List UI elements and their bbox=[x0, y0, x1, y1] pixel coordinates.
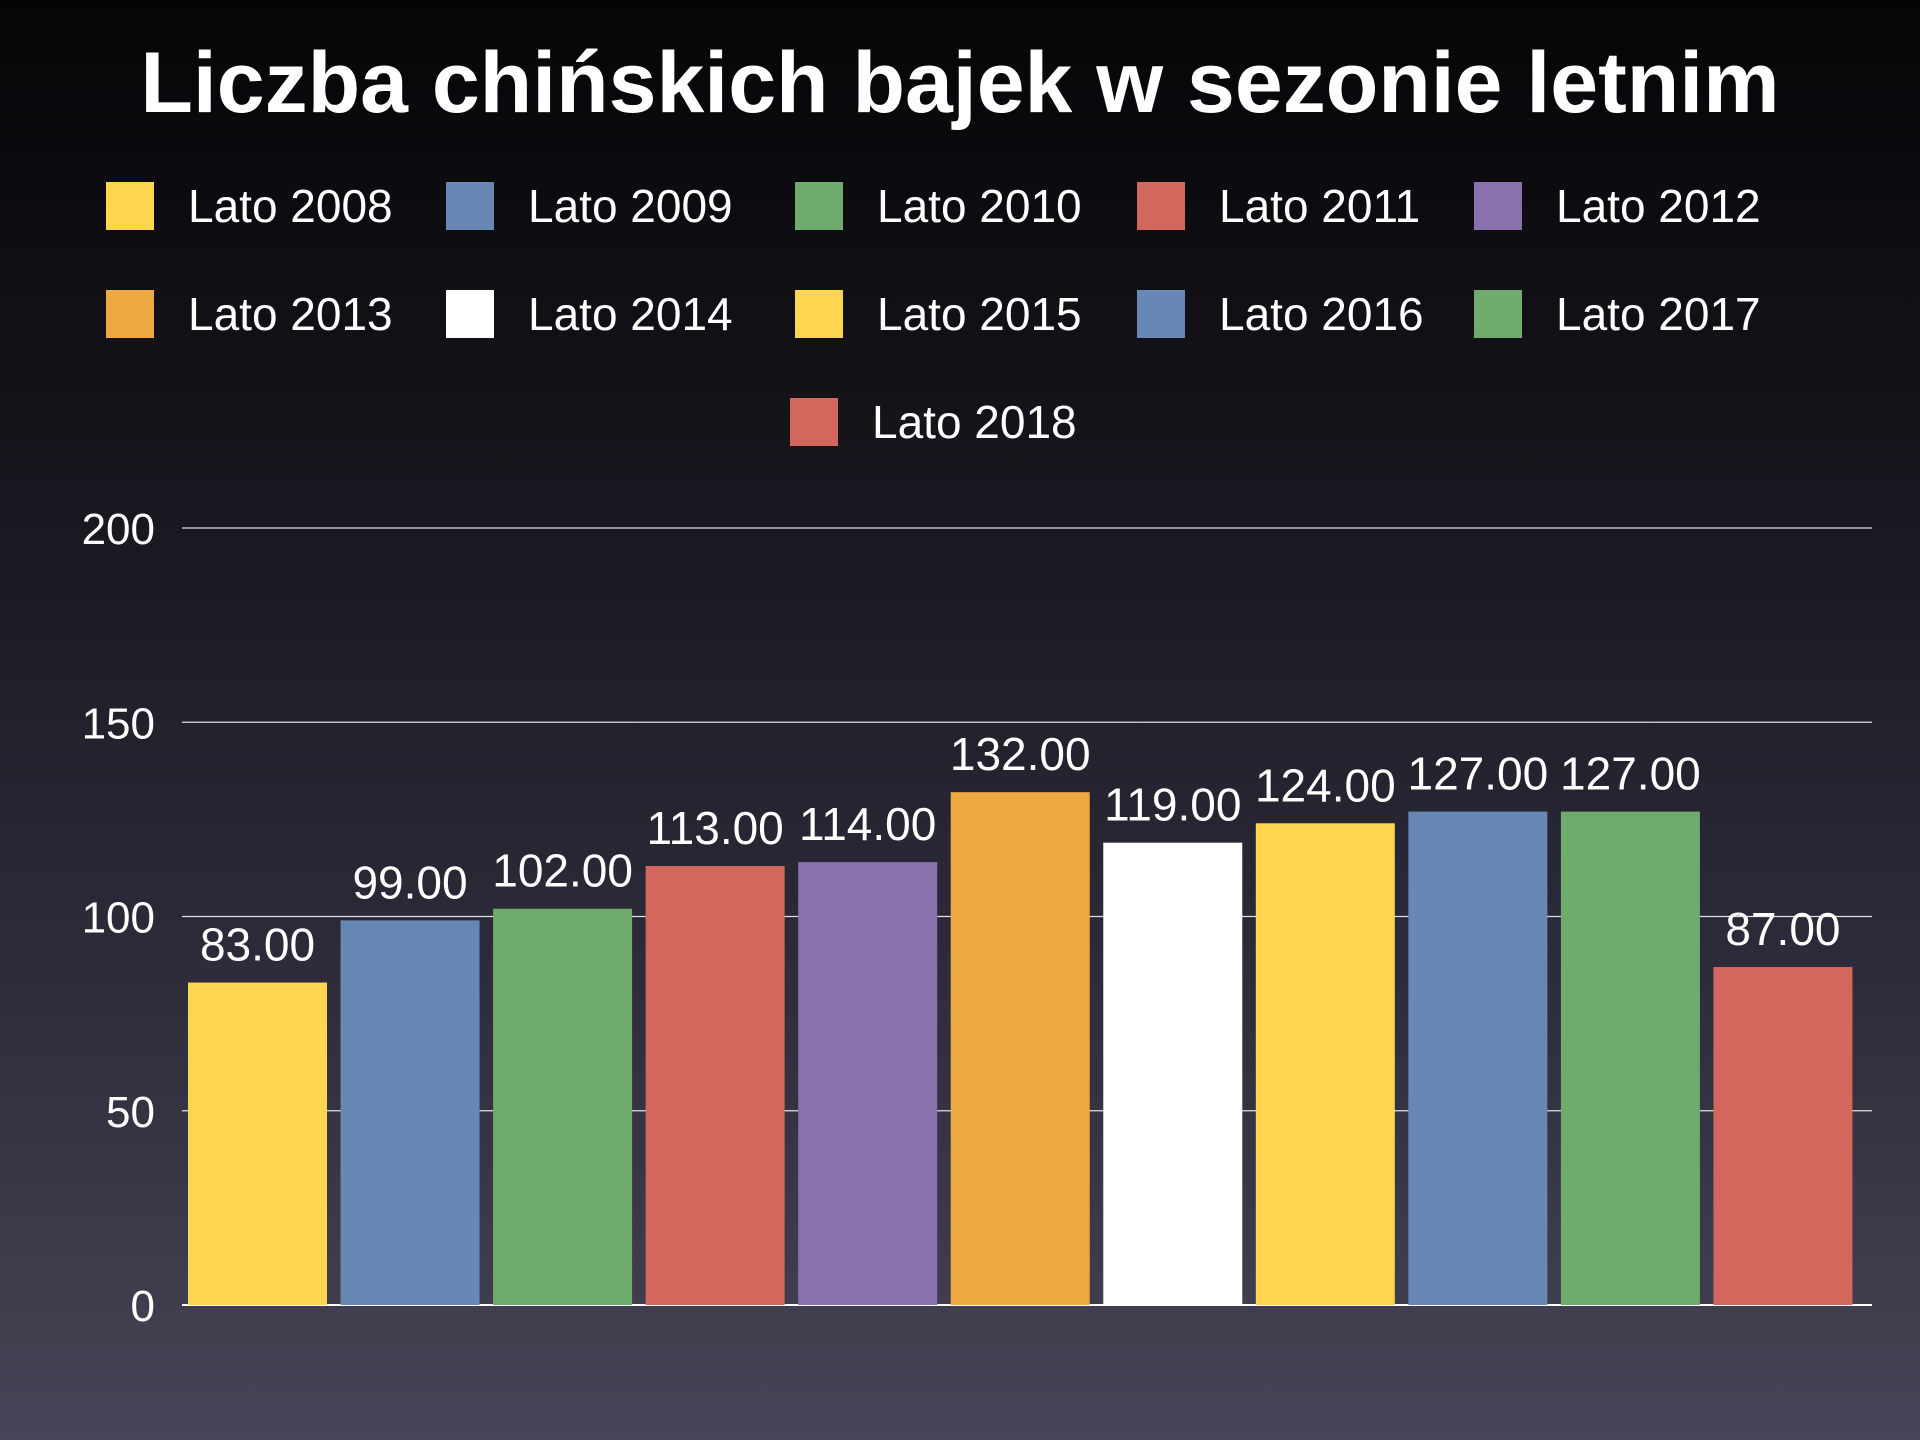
bar bbox=[645, 865, 785, 1305]
data-label: 124.00 bbox=[1255, 759, 1396, 811]
legend-swatch bbox=[106, 182, 154, 230]
legend-swatch bbox=[795, 182, 843, 230]
legend-label: Lato 2008 bbox=[188, 180, 393, 232]
bar bbox=[1560, 811, 1700, 1305]
y-tick-label: 200 bbox=[82, 505, 155, 554]
legend-swatch bbox=[795, 290, 843, 338]
legend-swatch bbox=[790, 398, 838, 446]
bar bbox=[1103, 842, 1243, 1305]
bar bbox=[340, 920, 480, 1305]
bar bbox=[1408, 811, 1548, 1305]
data-label: 119.00 bbox=[1104, 779, 1241, 831]
data-label: 113.00 bbox=[646, 802, 783, 854]
y-tick-label: 50 bbox=[106, 1088, 155, 1137]
legend-label: Lato 2009 bbox=[528, 180, 733, 232]
bar bbox=[188, 982, 327, 1305]
data-label: 102.00 bbox=[492, 845, 633, 897]
bar bbox=[950, 792, 1090, 1305]
legend-label: Lato 2018 bbox=[872, 396, 1077, 448]
data-label: 132.00 bbox=[950, 728, 1091, 780]
data-label: 87.00 bbox=[1725, 903, 1840, 955]
legend-swatch bbox=[1474, 290, 1522, 338]
legend-label: Lato 2016 bbox=[1219, 288, 1424, 340]
legend-label: Lato 2012 bbox=[1556, 180, 1761, 232]
legend-label: Lato 2015 bbox=[877, 288, 1082, 340]
bar bbox=[798, 862, 938, 1305]
bar bbox=[1713, 967, 1853, 1305]
data-label: 99.00 bbox=[352, 856, 467, 908]
legend-swatch bbox=[1137, 290, 1185, 338]
bar bbox=[1255, 823, 1395, 1305]
y-tick-label: 100 bbox=[82, 894, 155, 943]
legend-swatch bbox=[1474, 182, 1522, 230]
data-label: 83.00 bbox=[200, 919, 315, 971]
legend-swatch bbox=[106, 290, 154, 338]
legend-swatch bbox=[1137, 182, 1185, 230]
legend: Lato 2008 Lato 2009 Lato 2010 Lato 2011 Lato… bbox=[0, 170, 1920, 460]
data-label: 127.00 bbox=[1560, 748, 1701, 800]
data-label: 114.00 bbox=[799, 798, 936, 850]
bar bbox=[493, 908, 633, 1305]
y-tick-label: 0 bbox=[131, 1282, 155, 1331]
y-tick-label: 150 bbox=[82, 699, 155, 748]
legend-label: Lato 2013 bbox=[188, 288, 393, 340]
legend-swatch bbox=[446, 182, 494, 230]
legend-label: Lato 2011 bbox=[1219, 180, 1421, 232]
legend-swatch bbox=[446, 290, 494, 338]
legend-label: Lato 2010 bbox=[877, 180, 1082, 232]
legend-label: Lato 2017 bbox=[1556, 288, 1761, 340]
legend-label: Lato 2014 bbox=[528, 288, 733, 340]
data-label: 127.00 bbox=[1408, 748, 1549, 800]
chart-title: Liczba chińskich bajek w sezonie letnim bbox=[140, 35, 1780, 131]
